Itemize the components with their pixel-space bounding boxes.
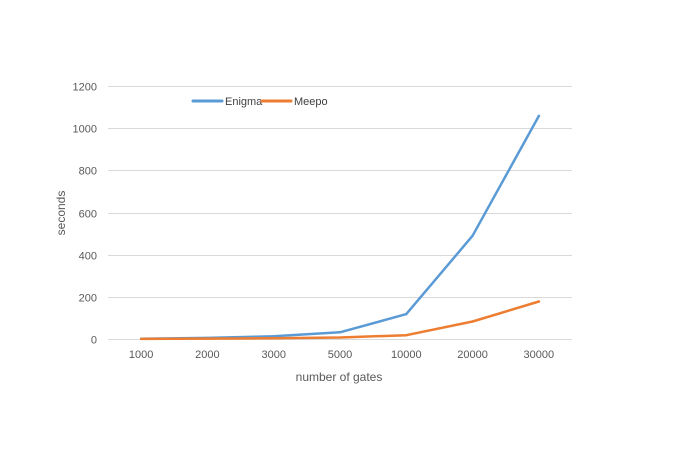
- x-axis-title: number of gates: [296, 370, 383, 384]
- y-tick-labels: 0 200 400 600 800 1000 1200: [73, 82, 97, 347]
- data-point-enigma: [272, 335, 275, 338]
- x-tick-label: 20000: [457, 349, 488, 361]
- data-point-meepo: [139, 337, 143, 341]
- data-point-enigma: [471, 234, 474, 237]
- y-tick-label: 1000: [73, 124, 97, 136]
- y-tick-label: 1200: [73, 82, 97, 94]
- x-tick-label: 2000: [195, 349, 219, 361]
- legend: Enigma Meepo: [191, 96, 328, 108]
- y-tick-label: 0: [91, 335, 97, 347]
- x-tick-label: 1000: [129, 349, 153, 361]
- data-point-meepo: [537, 300, 541, 303]
- data-point-meepo: [338, 336, 342, 339]
- data-point-enigma: [405, 312, 408, 316]
- y-tick-label: 600: [79, 209, 97, 221]
- data-point-enigma: [338, 331, 342, 334]
- gridlines: [108, 86, 572, 298]
- legend-enigma-label: Enigma: [225, 96, 263, 108]
- legend-meepo-label: Meepo: [294, 96, 328, 108]
- y-tick-label: 200: [79, 293, 97, 305]
- data-point-meepo: [206, 337, 209, 340]
- y-axis-title: seconds: [54, 191, 68, 236]
- x-tick-label: 5000: [328, 349, 352, 361]
- data-point-meepo: [272, 336, 275, 340]
- x-tick-label: 30000: [524, 349, 555, 361]
- series-line-enigma: [139, 114, 541, 341]
- data-point-enigma: [537, 114, 541, 118]
- data-point-meepo: [405, 334, 408, 337]
- y-tick-label: 400: [79, 251, 97, 263]
- x-tick-labels: 1000 2000 3000 5000 10000 20000 30000: [129, 349, 554, 361]
- y-tick-label: 800: [79, 166, 97, 178]
- data-point-meepo: [471, 320, 474, 323]
- x-tick-label: 3000: [261, 349, 285, 361]
- series: [139, 114, 541, 341]
- x-tick-label: 10000: [391, 349, 422, 361]
